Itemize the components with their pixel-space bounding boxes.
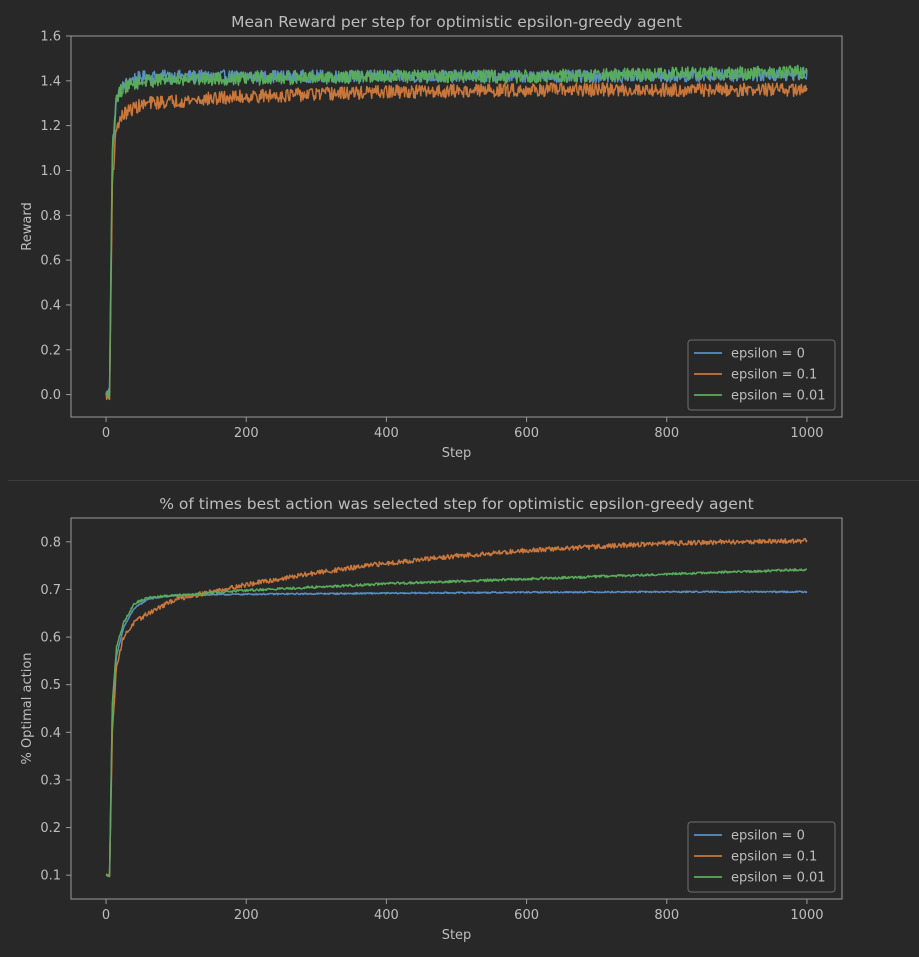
legend-label: epsilon = 0 (731, 347, 805, 362)
x-tick-label: 1000 (790, 908, 823, 923)
y-tick-label: 0.8 (40, 535, 61, 550)
series-line-1 (105, 537, 808, 878)
x-tick-label: 0 (102, 426, 110, 441)
y-tick-label: 0.4 (40, 726, 61, 741)
series-line-0 (105, 67, 808, 397)
plot-area (105, 537, 808, 878)
y-tick-label: 0.0 (40, 388, 61, 403)
x-tick-label: 400 (374, 426, 399, 441)
x-tick-label: 600 (514, 908, 539, 923)
x-tick-label: 400 (374, 908, 399, 923)
x-tick-label: 800 (654, 426, 679, 441)
y-tick-label: 0.3 (40, 773, 61, 788)
series-line-2 (105, 567, 808, 877)
y-tick-label: 0.2 (40, 343, 61, 358)
axes-frame (70, 35, 843, 418)
y-tick-label: 0.7 (40, 583, 61, 598)
series-line-0 (105, 590, 808, 877)
y-tick-label: 0.6 (40, 631, 61, 646)
x-tick-label: 1000 (790, 426, 823, 441)
x-tick-label: 0 (102, 908, 110, 923)
y-tick-label: 0.5 (40, 678, 61, 693)
y-tick-label: 1.4 (40, 74, 61, 89)
output-divider (8, 480, 919, 481)
legend: epsilon = 0 epsilon = 0.1 epsilon = 0.01 (687, 339, 836, 411)
reward-chart: Mean Reward per step for optimistic epsi… (20, 13, 843, 461)
legend-label: epsilon = 0.01 (731, 389, 826, 404)
y-tick-label: 0.4 (40, 298, 61, 313)
x-axis-label: Step (442, 928, 472, 943)
legend-box (687, 339, 836, 411)
x-axis-label: Step (442, 446, 472, 461)
plot-area (105, 64, 808, 401)
y-tick-label: 1.6 (40, 30, 61, 45)
legend-box (687, 821, 836, 893)
y-tick-label: 1.0 (40, 164, 61, 179)
series-line-2 (105, 64, 808, 399)
series-line-1 (105, 82, 808, 401)
legend-label: epsilon = 0 (731, 829, 805, 844)
y-axis-label: % Optimal action (20, 652, 35, 764)
y-tick-label: 0.2 (40, 821, 61, 836)
axes-frame (70, 517, 843, 900)
x-tick-label: 800 (654, 908, 679, 923)
x-tick-label: 200 (234, 426, 259, 441)
optimal-action-chart: % of times best action was selected step… (20, 495, 843, 943)
y-tick-label: 0.6 (40, 254, 61, 269)
y-tick-label: 0.1 (40, 869, 61, 884)
y-tick-label: 0.8 (40, 209, 61, 224)
legend-label: epsilon = 0.1 (731, 850, 817, 865)
chart-title: % of times best action was selected step… (159, 495, 754, 513)
y-axis-label: Reward (20, 202, 35, 250)
legend: epsilon = 0 epsilon = 0.1 epsilon = 0.01 (687, 821, 836, 893)
x-tick-label: 600 (514, 426, 539, 441)
legend-label: epsilon = 0.01 (731, 871, 826, 886)
x-tick-label: 200 (234, 908, 259, 923)
y-tick-label: 1.2 (40, 119, 61, 134)
legend-label: epsilon = 0.1 (731, 368, 817, 383)
chart-title: Mean Reward per step for optimistic epsi… (231, 13, 682, 31)
